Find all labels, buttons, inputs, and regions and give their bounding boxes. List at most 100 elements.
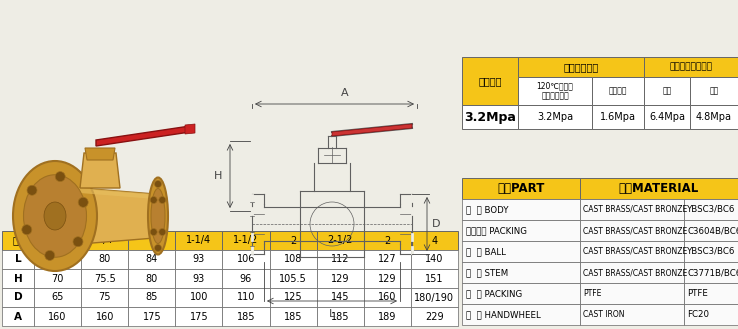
Bar bbox=[364, 288, 411, 307]
Bar bbox=[176, 231, 222, 250]
Bar bbox=[411, 231, 458, 250]
Text: 70: 70 bbox=[52, 273, 63, 284]
Text: 75.5: 75.5 bbox=[94, 273, 116, 284]
Bar bbox=[222, 307, 269, 326]
Ellipse shape bbox=[44, 202, 66, 230]
Bar bbox=[364, 307, 411, 326]
Text: 手  輪 HANDWHEEL: 手 輪 HANDWHEEL bbox=[466, 310, 541, 319]
Text: D: D bbox=[432, 219, 441, 229]
Bar bbox=[364, 250, 411, 269]
Text: 公稱壓力: 公稱壓力 bbox=[478, 76, 502, 86]
Bar bbox=[222, 269, 269, 288]
Bar bbox=[462, 178, 580, 199]
Bar bbox=[684, 220, 738, 241]
Text: 1.6Mpa: 1.6Mpa bbox=[600, 112, 636, 122]
Bar bbox=[34, 250, 81, 269]
Text: 材質MATERIAL: 材質MATERIAL bbox=[619, 182, 699, 195]
Bar bbox=[128, 307, 176, 326]
Text: C3771B/BC6: C3771B/BC6 bbox=[687, 268, 738, 277]
Bar bbox=[269, 288, 317, 307]
Text: 185: 185 bbox=[331, 312, 350, 321]
Circle shape bbox=[150, 196, 157, 204]
Bar bbox=[81, 307, 128, 326]
Text: CAST IRON: CAST IRON bbox=[583, 310, 624, 319]
Bar bbox=[176, 250, 222, 269]
Text: CAST BRASS/CAST BRONZE: CAST BRASS/CAST BRONZE bbox=[583, 205, 687, 214]
Bar bbox=[580, 178, 738, 199]
Text: 飽和蒸汽: 飽和蒸汽 bbox=[609, 87, 627, 95]
Text: 3.2Mpa: 3.2Mpa bbox=[537, 112, 573, 122]
Text: 96: 96 bbox=[240, 273, 252, 284]
Bar bbox=[684, 199, 738, 220]
Text: 84: 84 bbox=[145, 255, 158, 265]
Text: 140: 140 bbox=[425, 255, 444, 265]
Circle shape bbox=[27, 185, 37, 195]
Text: H: H bbox=[13, 273, 22, 284]
Bar bbox=[684, 283, 738, 304]
Bar bbox=[644, 77, 690, 105]
Text: 108: 108 bbox=[284, 255, 303, 265]
Bar bbox=[81, 231, 128, 250]
Bar bbox=[462, 262, 580, 283]
Text: 6.4Mpa: 6.4Mpa bbox=[649, 112, 685, 122]
Bar bbox=[411, 307, 458, 326]
Text: 2-1/2: 2-1/2 bbox=[328, 236, 353, 245]
Text: 銅  球 BALL: 銅 球 BALL bbox=[466, 247, 506, 256]
Text: 最高使用壓力: 最高使用壓力 bbox=[563, 62, 599, 72]
Text: 65: 65 bbox=[52, 292, 63, 302]
Bar bbox=[2, 250, 34, 269]
Circle shape bbox=[45, 250, 55, 260]
Text: 120℃以下之
水、油、氣體: 120℃以下之 水、油、氣體 bbox=[537, 81, 573, 101]
Text: 1-1/2: 1-1/2 bbox=[233, 236, 258, 245]
Polygon shape bbox=[185, 124, 195, 134]
Text: 1-1/4: 1-1/4 bbox=[186, 236, 212, 245]
Bar bbox=[34, 307, 81, 326]
Text: YBSC3/BC6: YBSC3/BC6 bbox=[687, 205, 735, 214]
Text: 160: 160 bbox=[378, 292, 396, 302]
Circle shape bbox=[78, 197, 88, 207]
Bar bbox=[269, 307, 317, 326]
Text: 閥  桦 STEM: 閥 桦 STEM bbox=[466, 268, 508, 277]
Bar bbox=[518, 77, 592, 105]
Text: 93: 93 bbox=[193, 255, 205, 265]
Text: L: L bbox=[329, 309, 335, 319]
Text: 100: 100 bbox=[190, 292, 208, 302]
Bar bbox=[176, 288, 222, 307]
Text: 125: 125 bbox=[284, 292, 303, 302]
Polygon shape bbox=[80, 153, 120, 188]
Bar bbox=[317, 269, 364, 288]
Bar bbox=[317, 288, 364, 307]
Text: 零件PART: 零件PART bbox=[497, 182, 545, 195]
Text: 185: 185 bbox=[284, 312, 303, 321]
Bar bbox=[176, 307, 222, 326]
Text: 4.8Mpa: 4.8Mpa bbox=[696, 112, 732, 122]
Bar bbox=[580, 262, 684, 283]
Bar bbox=[411, 250, 458, 269]
Text: 160: 160 bbox=[49, 312, 66, 321]
Text: 迫  緊 PACKING: 迫 緊 PACKING bbox=[466, 289, 523, 298]
Bar bbox=[128, 288, 176, 307]
Bar bbox=[222, 250, 269, 269]
Circle shape bbox=[159, 229, 166, 236]
Text: CAST BRASS/CAST BRONZE: CAST BRASS/CAST BRONZE bbox=[583, 226, 687, 235]
Bar bbox=[317, 307, 364, 326]
Circle shape bbox=[154, 244, 162, 251]
Ellipse shape bbox=[151, 189, 165, 243]
Text: 80: 80 bbox=[52, 255, 63, 265]
Bar bbox=[411, 269, 458, 288]
Text: 4: 4 bbox=[432, 236, 438, 245]
Bar bbox=[128, 231, 176, 250]
Text: 175: 175 bbox=[190, 312, 208, 321]
Text: 129: 129 bbox=[331, 273, 350, 284]
Text: 80: 80 bbox=[99, 255, 111, 265]
Bar bbox=[580, 304, 684, 325]
Text: 3/4: 3/4 bbox=[97, 236, 112, 245]
Bar bbox=[690, 105, 738, 129]
Bar bbox=[644, 105, 690, 129]
Text: 145: 145 bbox=[331, 292, 350, 302]
Polygon shape bbox=[332, 124, 412, 136]
Text: 110: 110 bbox=[237, 292, 255, 302]
Bar bbox=[34, 288, 81, 307]
Text: 175: 175 bbox=[142, 312, 161, 321]
Bar bbox=[580, 220, 684, 241]
